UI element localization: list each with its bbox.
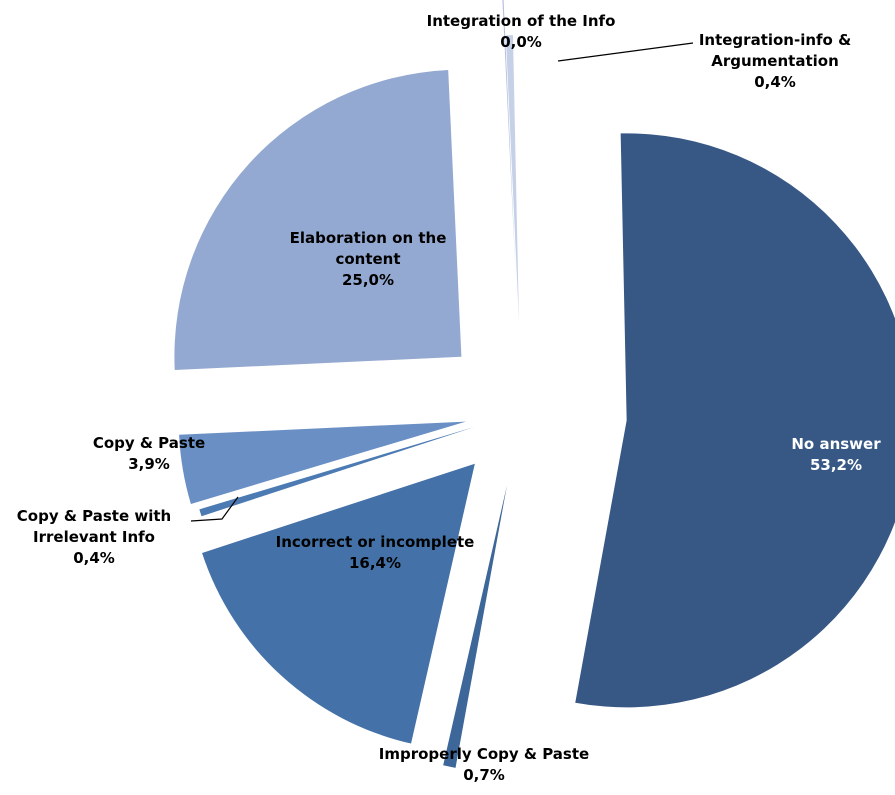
- label-category: Elaboration on the: [290, 229, 447, 247]
- label-category: Improperly Copy & Paste: [379, 745, 589, 763]
- label-value: 0,0%: [500, 33, 542, 51]
- label-integration-of-the-info: Integration of the Info 0,0%: [427, 12, 616, 51]
- label-value: 0,4%: [73, 549, 115, 567]
- label-no-answer: No answer 53,2%: [791, 435, 881, 474]
- label-value: 3,9%: [128, 455, 170, 473]
- label-value: 25,0%: [342, 271, 394, 289]
- label-category: Copy & Paste: [93, 434, 205, 452]
- label-improperly-copy-and-paste: Improperly Copy & Paste 0,7%: [379, 745, 589, 784]
- label-integration-info-and-argumentation: Integration-info & Argumentation 0,4%: [699, 31, 851, 91]
- leader-lines: [190, 42, 694, 522]
- slice-improperly-copy-and-paste: [443, 485, 507, 768]
- label-category: Incorrect or incomplete: [276, 533, 475, 551]
- slice-copy-and-paste: [179, 421, 466, 504]
- label-value: 0,4%: [754, 73, 796, 91]
- label-copy-and-paste-with-irrelevant-info: Copy & Paste with Irrelevant Info 0,4%: [17, 507, 171, 567]
- slice-integration-info-and-argumentation: [505, 35, 519, 323]
- label-copy-and-paste: Copy & Paste 3,9%: [93, 434, 205, 473]
- label-category: Irrelevant Info: [33, 528, 155, 546]
- label-value: 0,7%: [463, 766, 505, 784]
- slice-labels: No answer 53,2% Improperly Copy & Paste 0,7…: [17, 12, 881, 784]
- pie-slices: [174, 0, 895, 768]
- label-category: Copy & Paste with: [17, 507, 171, 525]
- leader-line-copy-and-paste-with-irrelevant-info: [190, 496, 239, 522]
- label-value: 53,2%: [810, 456, 862, 474]
- slice-no-answer: [575, 133, 895, 708]
- label-category: Integration-info &: [699, 31, 851, 49]
- label-category: Integration of the Info: [427, 12, 616, 30]
- slice-copy-and-paste-with-irrelevant-info: [199, 426, 475, 517]
- label-category: No answer: [791, 435, 881, 453]
- slice-integration-of-the-info: [502, 0, 516, 278]
- label-incorrect-or-incomplete: Incorrect or incomplete 16,4%: [276, 533, 475, 572]
- label-category: content: [335, 250, 400, 268]
- label-value: 16,4%: [349, 554, 401, 572]
- label-category: Argumentation: [711, 52, 839, 70]
- leader-line-integration-info-and-argumentation: [557, 42, 694, 62]
- label-elaboration-on-the-content: Elaboration on the content 25,0%: [290, 229, 447, 289]
- slice-incorrect-or-incomplete: [202, 463, 475, 744]
- slice-elaboration-on-the-content: [174, 70, 462, 370]
